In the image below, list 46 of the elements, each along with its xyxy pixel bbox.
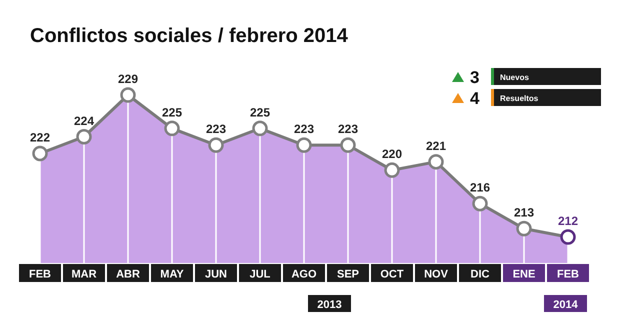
x-tick-label: MAY [160, 268, 184, 280]
point [340, 137, 356, 153]
annotation: 2014 [553, 299, 579, 311]
x-tick-label: AGO [291, 268, 317, 280]
data-label: 223 [206, 122, 226, 136]
x-tick-label: FEB [29, 268, 52, 280]
data-label: 221 [426, 138, 446, 153]
x-tick-label: FEB [557, 268, 580, 280]
text: 3 [470, 68, 480, 87]
x-tick-label: SEP [336, 268, 360, 280]
data-label: 225 [250, 105, 270, 120]
x-tick-label: ABR [116, 268, 140, 280]
point [384, 162, 400, 178]
text: Nuevos [500, 73, 530, 82]
point [516, 220, 532, 236]
point [252, 120, 268, 136]
point [32, 146, 48, 162]
annotation: 4 [470, 89, 480, 108]
point [76, 129, 92, 145]
x-tick-label: ENE [512, 268, 536, 280]
data-label: 223 [338, 122, 358, 136]
point [428, 154, 444, 170]
data-label: 224 [74, 114, 94, 128]
x-tick-label: DIC [470, 268, 490, 280]
x-tick-label: OCT [380, 268, 404, 280]
point [120, 87, 136, 103]
point [296, 137, 312, 153]
annotation: 2013 [317, 299, 342, 311]
x-tick-label: NOV [424, 268, 449, 280]
data-label: 220 [382, 147, 402, 162]
point [472, 196, 488, 212]
x-tick-label: MAR [71, 268, 97, 280]
data-label: 229 [118, 72, 138, 86]
data-label: 222 [30, 130, 50, 144]
data-label: 223 [294, 122, 314, 136]
data-label: 213 [514, 206, 534, 220]
data-label: 212 [558, 214, 578, 228]
annotation: Resueltos [500, 94, 539, 103]
data-label: 216 [470, 180, 490, 195]
data-label: 225 [162, 105, 182, 120]
chart-title: Conflictos sociales / febrero 2014 [30, 25, 349, 47]
point [208, 137, 224, 153]
x-tick-label: JUL [250, 268, 271, 280]
point [560, 229, 576, 245]
x-tick-label: JUN [204, 268, 228, 280]
point [164, 120, 180, 136]
